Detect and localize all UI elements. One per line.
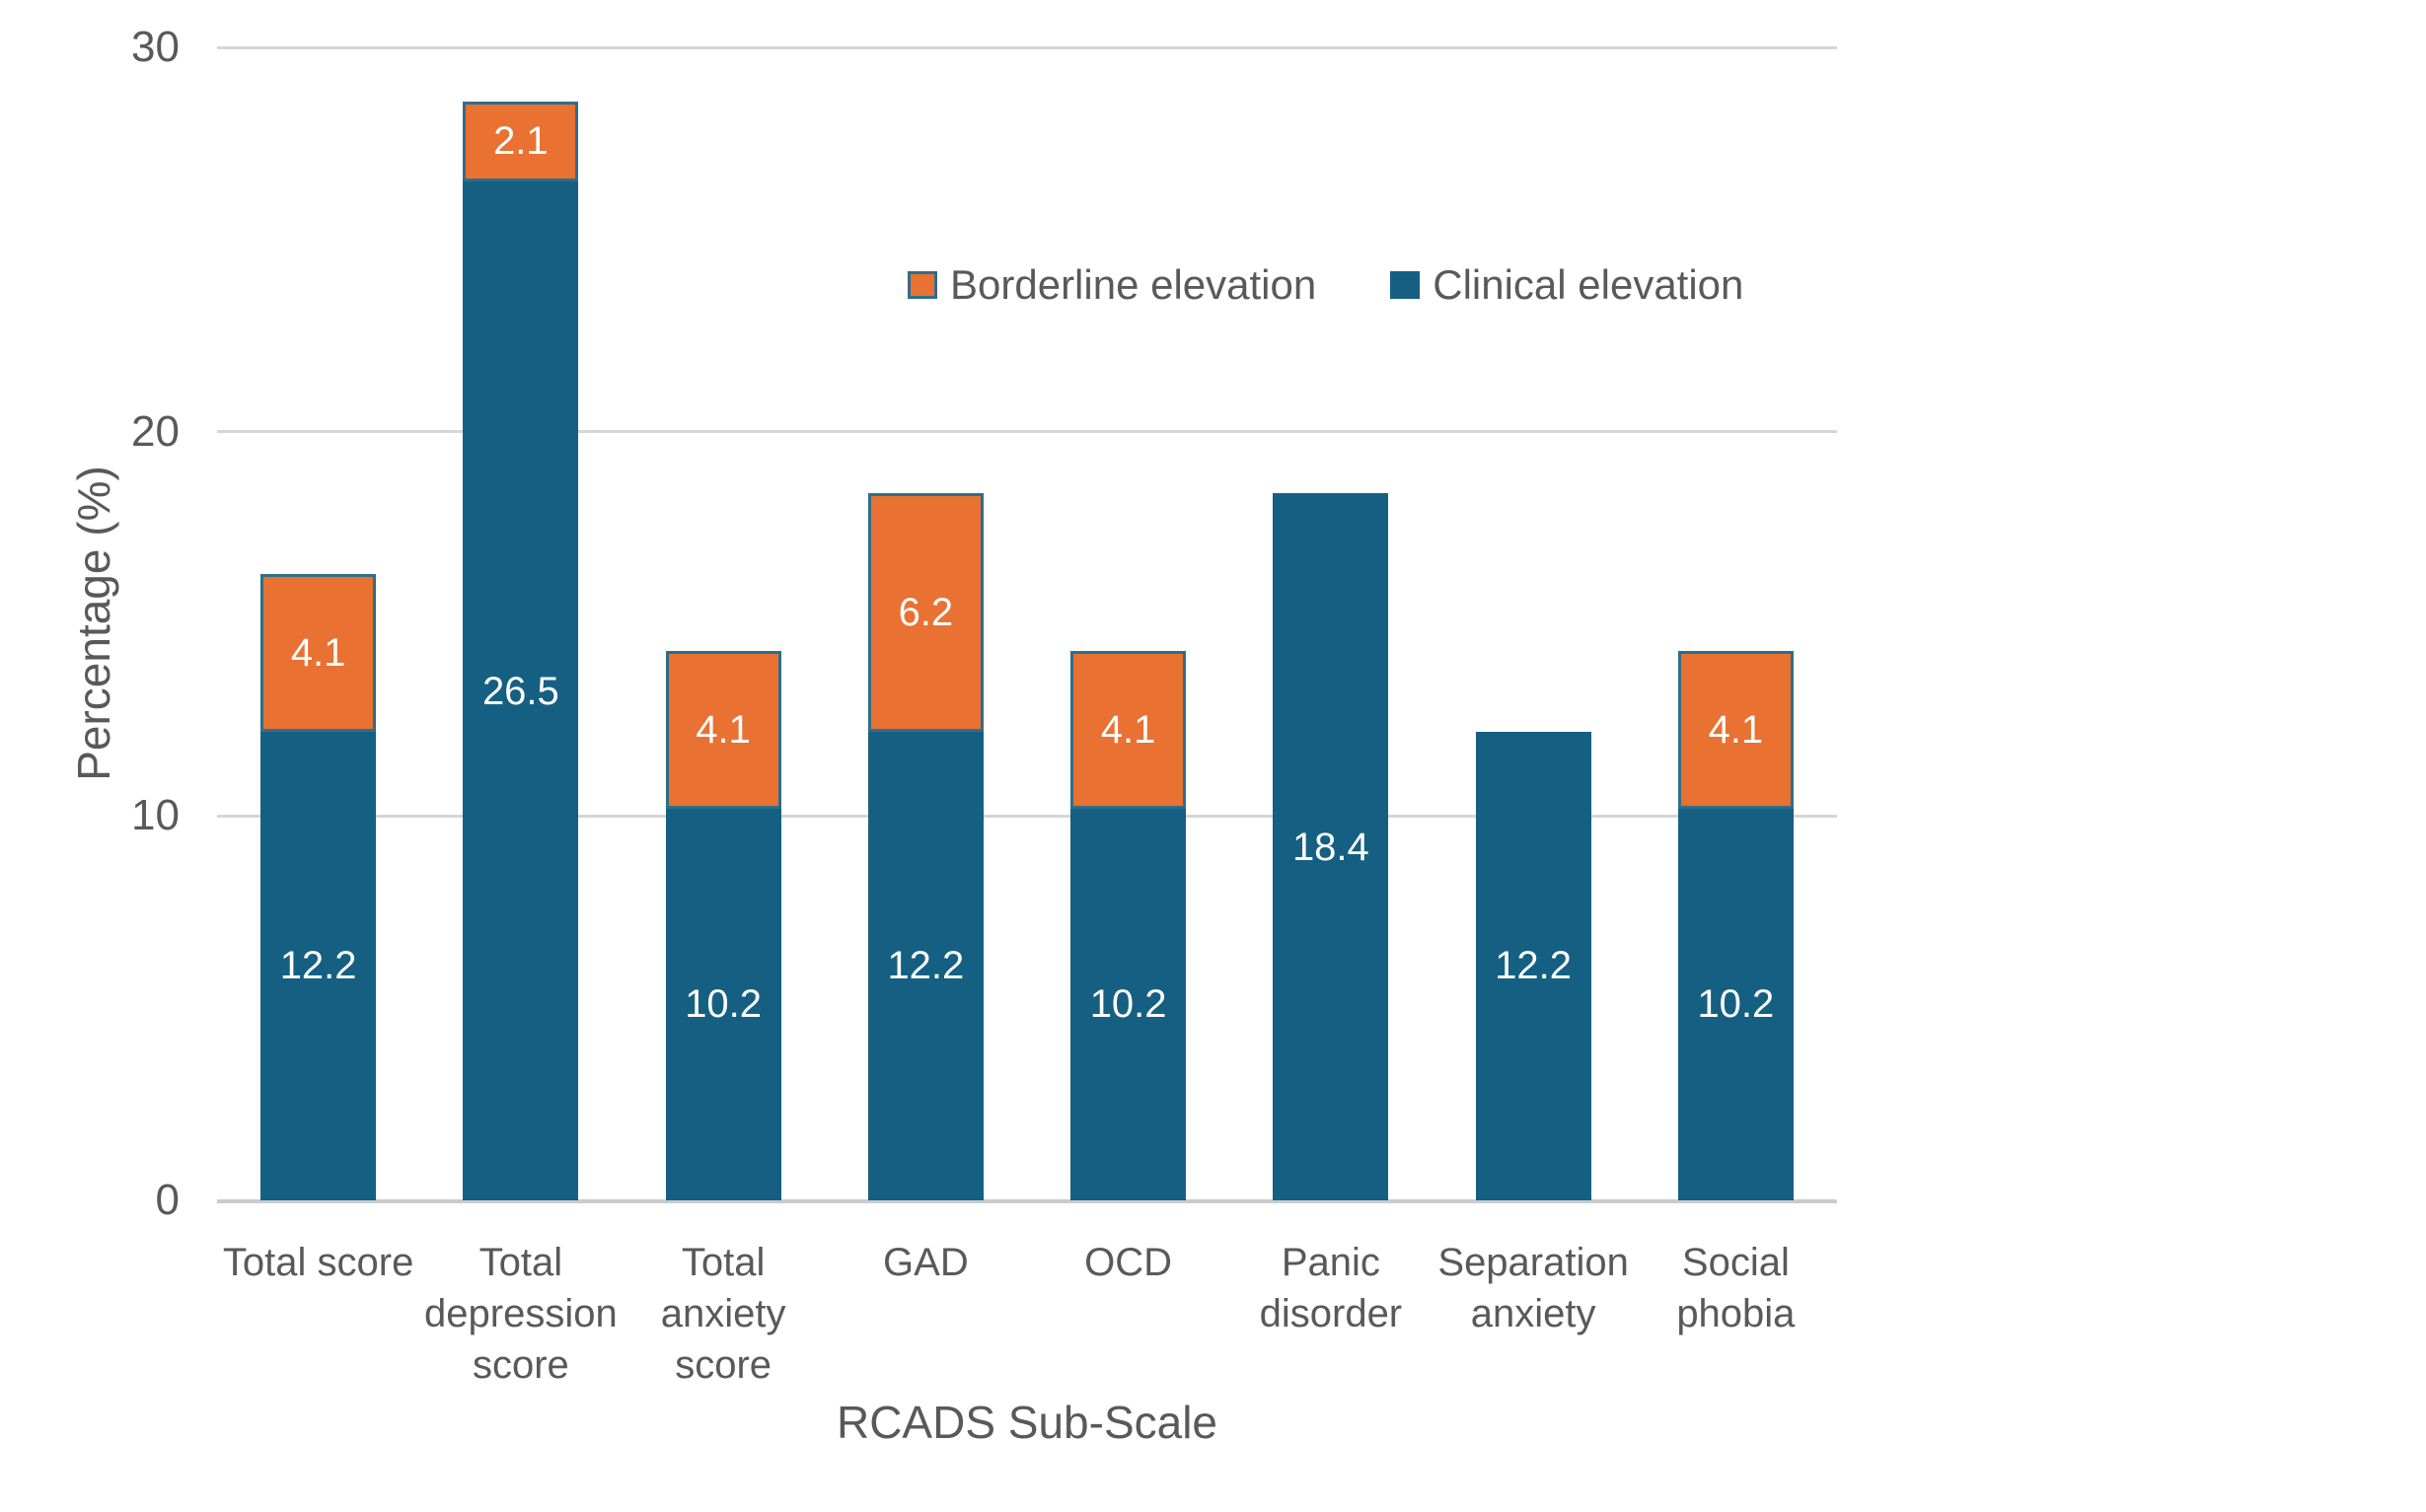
data-label: 12.2	[1495, 944, 1573, 988]
segment-clinical-elevation: 26.5	[463, 181, 579, 1200]
category-label-total-anxiety-score: Total anxiety score	[660, 1241, 786, 1387]
data-label: 18.4	[1291, 825, 1369, 869]
bar-social-phobia: 10.2 4.1	[1677, 47, 1794, 1200]
legend-label: Clinical elevation	[1433, 261, 1744, 308]
legend: Borderline elevation Clinical elevation	[908, 257, 1743, 313]
gridline-y-20	[217, 430, 1837, 434]
segment-clinical-elevation: 10.2	[1677, 808, 1794, 1200]
data-label: 4.1	[1708, 707, 1764, 752]
segment-clinical-elevation: 18.4	[1273, 493, 1389, 1200]
segment-borderline-elevation: 2.1	[463, 101, 579, 182]
gridline-y-30	[217, 45, 1837, 49]
category-label-total-score: Total score	[222, 1241, 414, 1284]
gridline-y-10	[217, 814, 1837, 818]
bar-total-depression-score: 26.5 2.1	[463, 47, 579, 1200]
category-label-panic-disorder: Panic disorder	[1259, 1241, 1403, 1335]
x-axis-title: RCADS Sub-Scale	[836, 1397, 1218, 1448]
bar-panic-disorder: 18.4	[1273, 47, 1389, 1200]
y-axis-title: Percentage (%)	[68, 466, 119, 781]
data-label: 26.5	[481, 669, 559, 713]
data-label: 12.2	[279, 944, 357, 988]
data-label: 12.2	[887, 944, 965, 988]
data-label: 6.2	[898, 590, 954, 634]
category-label-separation-anxiety: Separation anxiety	[1437, 1241, 1629, 1335]
segment-borderline-elevation: 4.1	[1070, 650, 1187, 809]
segment-borderline-elevation: 4.1	[1677, 650, 1794, 809]
data-label: 4.1	[290, 630, 346, 675]
data-label: 2.1	[493, 119, 549, 164]
segment-clinical-elevation: 12.2	[260, 731, 377, 1200]
gridline-y-0	[217, 1198, 1837, 1203]
segment-borderline-elevation: 6.2	[867, 493, 984, 732]
legend-item-borderline-elevation: Borderline elevation	[908, 261, 1316, 309]
legend-swatch-icon	[908, 271, 937, 299]
segment-borderline-elevation: 4.1	[260, 573, 377, 732]
segment-borderline-elevation: 4.1	[665, 650, 781, 809]
y-tick-label-10: 10	[131, 791, 180, 840]
data-label: 10.2	[1089, 982, 1167, 1027]
y-tick-label-0: 0	[155, 1176, 180, 1224]
category-label-gad: GAD	[883, 1241, 969, 1284]
segment-clinical-elevation: 12.2	[1475, 731, 1591, 1200]
segment-clinical-elevation: 10.2	[1070, 808, 1187, 1200]
category-label-ocd: OCD	[1084, 1241, 1173, 1284]
y-tick-label-30: 30	[131, 23, 180, 71]
data-label: 10.2	[685, 982, 763, 1027]
segment-clinical-elevation: 10.2	[665, 808, 781, 1200]
bar-gad: 12.2 6.2	[867, 47, 984, 1200]
legend-label: Borderline elevation	[950, 261, 1317, 308]
y-tick-label-20: 20	[131, 406, 180, 456]
bar-ocd: 10.2 4.1	[1070, 47, 1187, 1200]
data-label: 10.2	[1697, 982, 1775, 1027]
plot-area: 12.2 4.1 Total score 26.5 2.1 Total depressio…	[217, 45, 1837, 1387]
data-label: 4.1	[1100, 707, 1156, 752]
segment-clinical-elevation: 12.2	[867, 731, 984, 1200]
bar-separation-anxiety: 12.2	[1475, 47, 1591, 1200]
legend-item-clinical-elevation: Clinical elevation	[1390, 261, 1743, 309]
category-label-total-depression-score: Total depression score	[424, 1241, 618, 1387]
category-label-social-phobia: Social phobia	[1676, 1241, 1796, 1335]
legend-swatch-icon	[1390, 271, 1421, 299]
bar-total-anxiety-score: 10.2 4.1	[665, 47, 781, 1200]
bar-total-score: 12.2 4.1	[260, 47, 377, 1200]
data-label: 4.1	[696, 707, 751, 752]
